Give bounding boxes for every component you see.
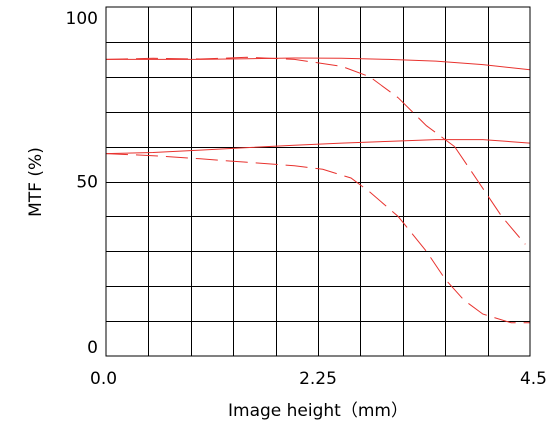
series-line-5 <box>454 146 526 245</box>
series-line-2 <box>105 56 455 148</box>
y-tick-label: 50 <box>76 173 98 193</box>
x-tick-label: 0.0 <box>90 369 117 389</box>
x-axis-label: Image height（mm） <box>228 401 408 421</box>
x-tick-label: 2.25 <box>299 369 337 389</box>
grid <box>106 7 530 356</box>
y-tick-label: 100 <box>66 9 98 29</box>
series-line-1 <box>106 57 531 71</box>
y-tick-label: 0 <box>87 338 98 358</box>
series-lines <box>105 56 531 324</box>
series-line-4 <box>105 153 530 324</box>
x-tick-label: 4.5 <box>520 369 547 389</box>
y-tick-labels: 0 50 100 <box>66 9 98 358</box>
series-line-3 <box>105 139 531 155</box>
y-axis-label: MTF (%) <box>26 147 46 217</box>
x-tick-labels: 0.0 2.25 4.5 <box>90 369 547 389</box>
plot-frame <box>105 6 531 357</box>
